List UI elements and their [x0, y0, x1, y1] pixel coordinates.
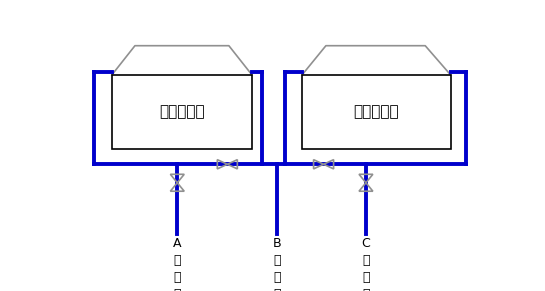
Text: B
真
空
泵: B 真 空 泵 [273, 237, 282, 291]
Text: A
真
空
泵: A 真 空 泵 [173, 237, 181, 291]
Text: 高压凝汽器: 高压凝汽器 [354, 104, 399, 119]
Bar [112, 75, 252, 149]
Text: C
真
空
泵: C 真 空 泵 [361, 237, 370, 291]
Text: 低压凝汽器: 低压凝汽器 [159, 104, 205, 119]
Bar [302, 75, 451, 149]
